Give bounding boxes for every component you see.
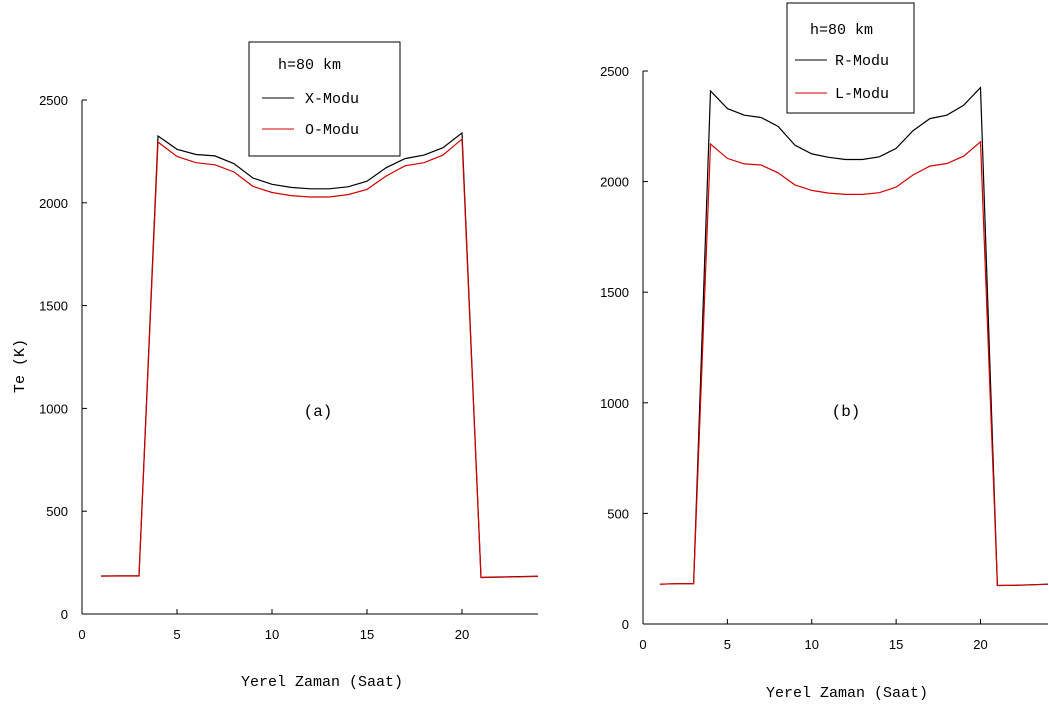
chart-a-plot-area — [82, 100, 538, 614]
chart-a-y-tick-label: 0 — [61, 607, 68, 622]
chart-a-series-o-modu — [100, 137, 539, 579]
chart-a-ticks: 0 5 10 15 20 0 500 1000 1500 2000 2500 — [39, 93, 469, 642]
chart-b-panel-label: (b) — [832, 403, 861, 421]
chart-b-lines — [659, 86, 1049, 587]
chart-b-y-tick-label: 2000 — [600, 175, 629, 190]
chart-a-y-tick-label: 500 — [46, 504, 68, 519]
chart-a-legend-title: h=80 km — [278, 57, 341, 74]
chart-a-x-tick-label: 0 — [78, 627, 85, 642]
chart-b-x-tick-label: 20 — [973, 637, 987, 652]
chart-a-y-tick-label: 1500 — [39, 299, 68, 314]
chart-b-ticks: 0 5 10 15 20 0 500 1000 1500 2000 2500 — [600, 64, 988, 652]
chart-a-legend-entry-o-modu: O-Modu — [305, 122, 359, 139]
chart-b-legend-entry-r-modu: R-Modu — [835, 53, 889, 70]
chart-a-y-tick-label: 2500 — [39, 93, 68, 108]
chart-b-legend-box — [786, 2, 915, 114]
chart-a-panel-label: (a) — [304, 403, 333, 421]
chart-b-y-tick-label: 1500 — [600, 285, 629, 300]
chart-a-legend: h=80 km X-Modu O-Modu — [248, 41, 401, 157]
chart-a-legend-entry-x-modu: X-Modu — [305, 91, 359, 108]
chart-b-x-tick-label: 10 — [805, 637, 819, 652]
chart-a: 0 5 10 15 20 0 500 1000 1500 2000 2500 Yerel Zaman… — [12, 41, 539, 691]
chart-b-legend-entry-l-modu: L-Modu — [835, 86, 889, 103]
chart-a-y-tick-label: 1000 — [39, 401, 68, 416]
chart-b-y-tick-label: 0 — [622, 617, 629, 632]
chart-b-x-axis-label: Yerel Zaman (Saat) — [766, 685, 928, 702]
chart-a-x-tick-label: 5 — [173, 627, 180, 642]
chart-b-legend: h=80 km R-Modu L-Modu — [786, 2, 915, 114]
chart-b-x-tick-label: 0 — [639, 637, 646, 652]
chart-a-series-x-modu — [100, 131, 539, 579]
chart-a-x-axis-label: Yerel Zaman (Saat) — [241, 674, 403, 691]
chart-b-y-tick-label: 1000 — [600, 396, 629, 411]
chart-a-x-tick-label: 20 — [455, 627, 469, 642]
chart-b-x-tick-label: 15 — [889, 637, 903, 652]
chart-b-plot-area — [643, 71, 1048, 624]
chart-a-x-tick-label: 15 — [360, 627, 374, 642]
chart-a-x-tick-label: 10 — [265, 627, 279, 642]
chart-b: 0 5 10 15 20 0 500 1000 1500 2000 2500 Yerel Zaman… — [600, 2, 1049, 702]
chart-b-legend-title: h=80 km — [810, 22, 873, 39]
chart-a-legend-box — [248, 41, 401, 157]
chart-a-y-tick-label: 2000 — [39, 196, 68, 211]
chart-b-y-tick-label: 2500 — [600, 64, 629, 79]
chart-b-series-l-modu — [659, 140, 1049, 587]
chart-b-x-tick-label: 5 — [724, 637, 731, 652]
chart-a-lines — [100, 131, 539, 579]
chart-b-y-tick-label: 500 — [607, 506, 629, 521]
chart-a-y-axis-label: Te (K) — [12, 339, 29, 393]
chart-b-series-r-modu — [659, 86, 1049, 587]
